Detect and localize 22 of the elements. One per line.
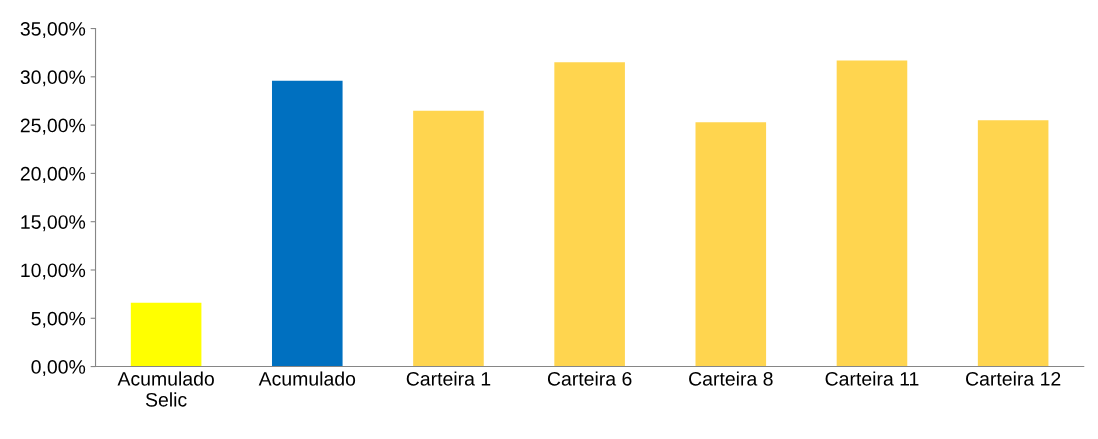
- bar: [271, 80, 343, 367]
- x-tick-label: Carteira 1: [406, 371, 491, 386]
- x-tick-label: Carteira 8: [689, 371, 773, 386]
- x-tick-label: Carteira 6: [547, 371, 632, 386]
- y-tick-label: 5,00%: [31, 311, 86, 328]
- y-tick-label: 25,00%: [20, 118, 86, 135]
- y-tick-label: 10,00%: [21, 263, 86, 280]
- y-tick-label: 15,00%: [21, 215, 86, 232]
- bar: [413, 110, 484, 367]
- x-tick-label: Acumulado Selic: [117, 371, 214, 407]
- y-tick-label: 30,00%: [20, 70, 86, 87]
- x-tick-label: Carteira 11: [825, 371, 919, 386]
- bar: [695, 122, 767, 367]
- y-tick-label: 35,00%: [20, 22, 86, 39]
- bar: [554, 62, 625, 367]
- bar: [836, 60, 908, 367]
- y-tick-label: 20,00%: [20, 166, 86, 183]
- y-tick-label: 0,00%: [31, 360, 86, 377]
- x-tick-label: Acumulado: [258, 371, 356, 386]
- x-tick-label: Carteira 12: [966, 371, 1061, 386]
- bar: [977, 120, 1049, 367]
- bar: [130, 302, 202, 367]
